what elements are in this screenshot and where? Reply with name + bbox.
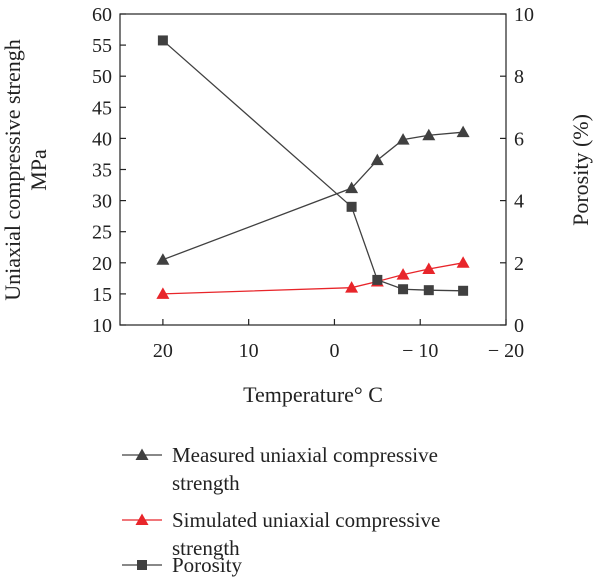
series-2 xyxy=(156,256,470,299)
legend-label: Measured uniaxial compressive xyxy=(172,443,438,467)
y-tick-label: 25 xyxy=(92,222,112,244)
data-point xyxy=(456,125,470,138)
data-point xyxy=(346,201,357,212)
data-point xyxy=(458,285,469,296)
x-tick-label: − 10 xyxy=(402,340,438,362)
x-tick-label: − 20 xyxy=(488,340,524,362)
data-point xyxy=(345,181,359,194)
y2-tick-label: 8 xyxy=(514,66,524,88)
legend-label: strength xyxy=(172,536,240,560)
data-point xyxy=(398,284,409,295)
legend-swatch-marker xyxy=(137,560,147,570)
data-point xyxy=(423,285,434,296)
y2-tick-label: 10 xyxy=(514,4,534,26)
y2-tick-label: 4 xyxy=(514,191,524,213)
data-point xyxy=(422,262,436,275)
y-tick-label: 55 xyxy=(92,35,112,57)
x-tick-label: 0 xyxy=(329,340,339,362)
data-point xyxy=(422,128,436,141)
series-line xyxy=(162,131,464,261)
legend-entry-3: Porosity xyxy=(122,553,243,577)
y-tick-label: 10 xyxy=(92,315,112,337)
y-tick-label: 40 xyxy=(92,128,112,150)
data-point xyxy=(345,281,359,293)
legend-swatch-marker xyxy=(135,448,149,460)
y-tick-label: 20 xyxy=(92,253,112,275)
y-tick-label: 60 xyxy=(92,4,112,26)
y-tick-label: 50 xyxy=(92,66,112,88)
data-point xyxy=(370,153,384,166)
data-point xyxy=(396,133,410,145)
y2-axis-title: Porosity (%) xyxy=(568,114,593,226)
x-tick-label: 20 xyxy=(153,340,173,362)
y-tick-label: 15 xyxy=(92,284,112,306)
series-3 xyxy=(157,35,469,296)
y2-tick-label: 0 xyxy=(514,315,524,337)
legend-swatch-marker xyxy=(135,513,149,525)
data-point xyxy=(372,274,383,285)
series-line xyxy=(162,262,464,295)
y-tick-label: 45 xyxy=(92,97,112,119)
data-point xyxy=(157,35,168,46)
legend-label: strength xyxy=(172,471,240,495)
data-point xyxy=(396,268,410,280)
x-tick-label: 10 xyxy=(239,340,259,362)
legend-label: Porosity xyxy=(172,553,243,577)
data-point xyxy=(156,253,170,265)
y-axis-title-line1: Uniaxial compressive strengh xyxy=(0,39,25,301)
data-point xyxy=(456,256,470,268)
x-axis-title: Temperature° C xyxy=(243,382,383,407)
y-tick-label: 30 xyxy=(92,191,112,213)
y-axis-title-line2: MPa xyxy=(26,149,51,191)
axis-ticks: 10 15 20 25 30 35 40 45 50 55 60 0 2 4 6 8 10 20 10 0 − 10 − … xyxy=(92,4,534,362)
plot-frame xyxy=(119,13,507,326)
legend-entry-2: Simulated uniaxial compressive strength xyxy=(122,508,440,560)
y2-tick-label: 6 xyxy=(514,128,524,150)
series-layer xyxy=(156,35,470,299)
series-line xyxy=(162,39,464,292)
y2-tick-label: 2 xyxy=(514,253,524,275)
legend-label: Simulated uniaxial compressive xyxy=(172,508,440,532)
series-1 xyxy=(156,125,470,265)
legend: Measured uniaxial compressivestrengthSim… xyxy=(122,443,440,577)
legend-entry-1: Measured uniaxial compressive strength xyxy=(122,443,438,495)
y-tick-label: 35 xyxy=(92,160,112,182)
data-point xyxy=(156,287,170,299)
